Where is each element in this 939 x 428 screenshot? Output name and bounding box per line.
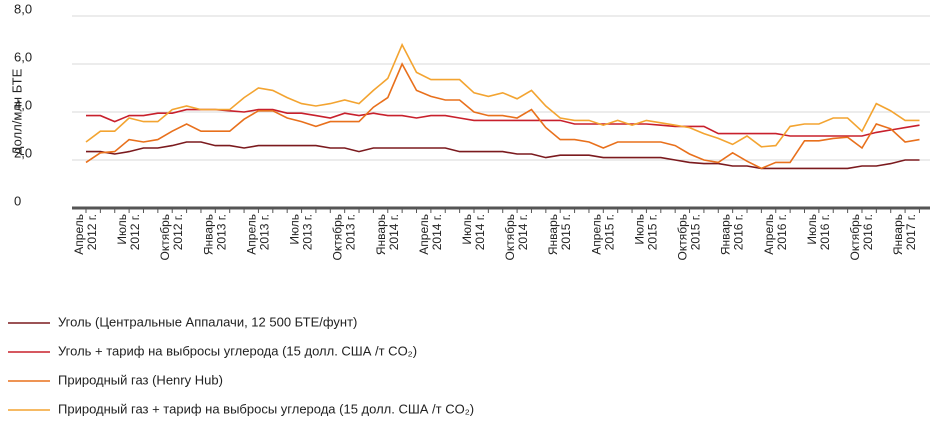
- x-tick-label: Июль 2013 г.: [287, 214, 315, 251]
- y-tick-label: 6,0: [14, 49, 32, 64]
- x-tick-label: Октябрь 2015 г.: [675, 214, 703, 261]
- x-tick-label: Апрель 2013 г.: [244, 214, 272, 255]
- y-tick-label: 0: [14, 193, 21, 208]
- x-tick-label: Январь 2013 г.: [201, 214, 229, 256]
- x-tick-label: Июль 2016 г.: [804, 214, 832, 251]
- y-tick-label: 4,0: [14, 97, 32, 112]
- x-tick-label: Апрель 2014 г.: [416, 214, 444, 255]
- x-tick-label: Июль 2014 г.: [459, 214, 487, 251]
- y-axis-label: Долл/млн БТЕ: [9, 68, 24, 155]
- x-tick-label: Июль 2012 г.: [115, 214, 143, 251]
- legend-label: Природный газ (Henry Hub): [58, 372, 223, 387]
- x-tick-label: Январь 2016 г.: [718, 214, 746, 256]
- x-tick-label: Апрель 2012 г.: [72, 214, 99, 255]
- legend-label: Уголь (Центральные Аппалачи, 12 500 БТЕ/…: [58, 314, 357, 329]
- x-tick-label: Октябрь 2016 г.: [847, 214, 875, 261]
- series-line: [86, 141, 920, 170]
- series-line: [85, 62, 920, 170]
- x-tick-label: Апрель 2015 г.: [589, 214, 617, 255]
- x-tick-label: Октябрь 2013 г.: [330, 214, 358, 261]
- x-tick-label: Январь 2015 г.: [546, 214, 574, 256]
- series-line: [85, 42, 920, 148]
- series-line: [86, 108, 920, 137]
- x-tick-label: Апрель 2016 г.: [761, 214, 789, 255]
- y-tick-label: 8,0: [14, 1, 32, 16]
- x-tick-label: Январь 2017 г.: [891, 214, 919, 256]
- x-tick-label: Июль 2015 г.: [632, 214, 660, 251]
- legend-label: Природный газ + тариф на выбросы углерод…: [58, 401, 474, 416]
- x-tick-label: Октябрь 2014 г.: [503, 214, 531, 261]
- y-tick-label: 2,0: [14, 145, 32, 160]
- legend-label: Уголь + тариф на выбросы углерода (15 до…: [58, 343, 417, 358]
- x-tick-label: Январь 2014 г.: [373, 214, 401, 256]
- x-tick-label: Октябрь 2012 г.: [158, 214, 186, 261]
